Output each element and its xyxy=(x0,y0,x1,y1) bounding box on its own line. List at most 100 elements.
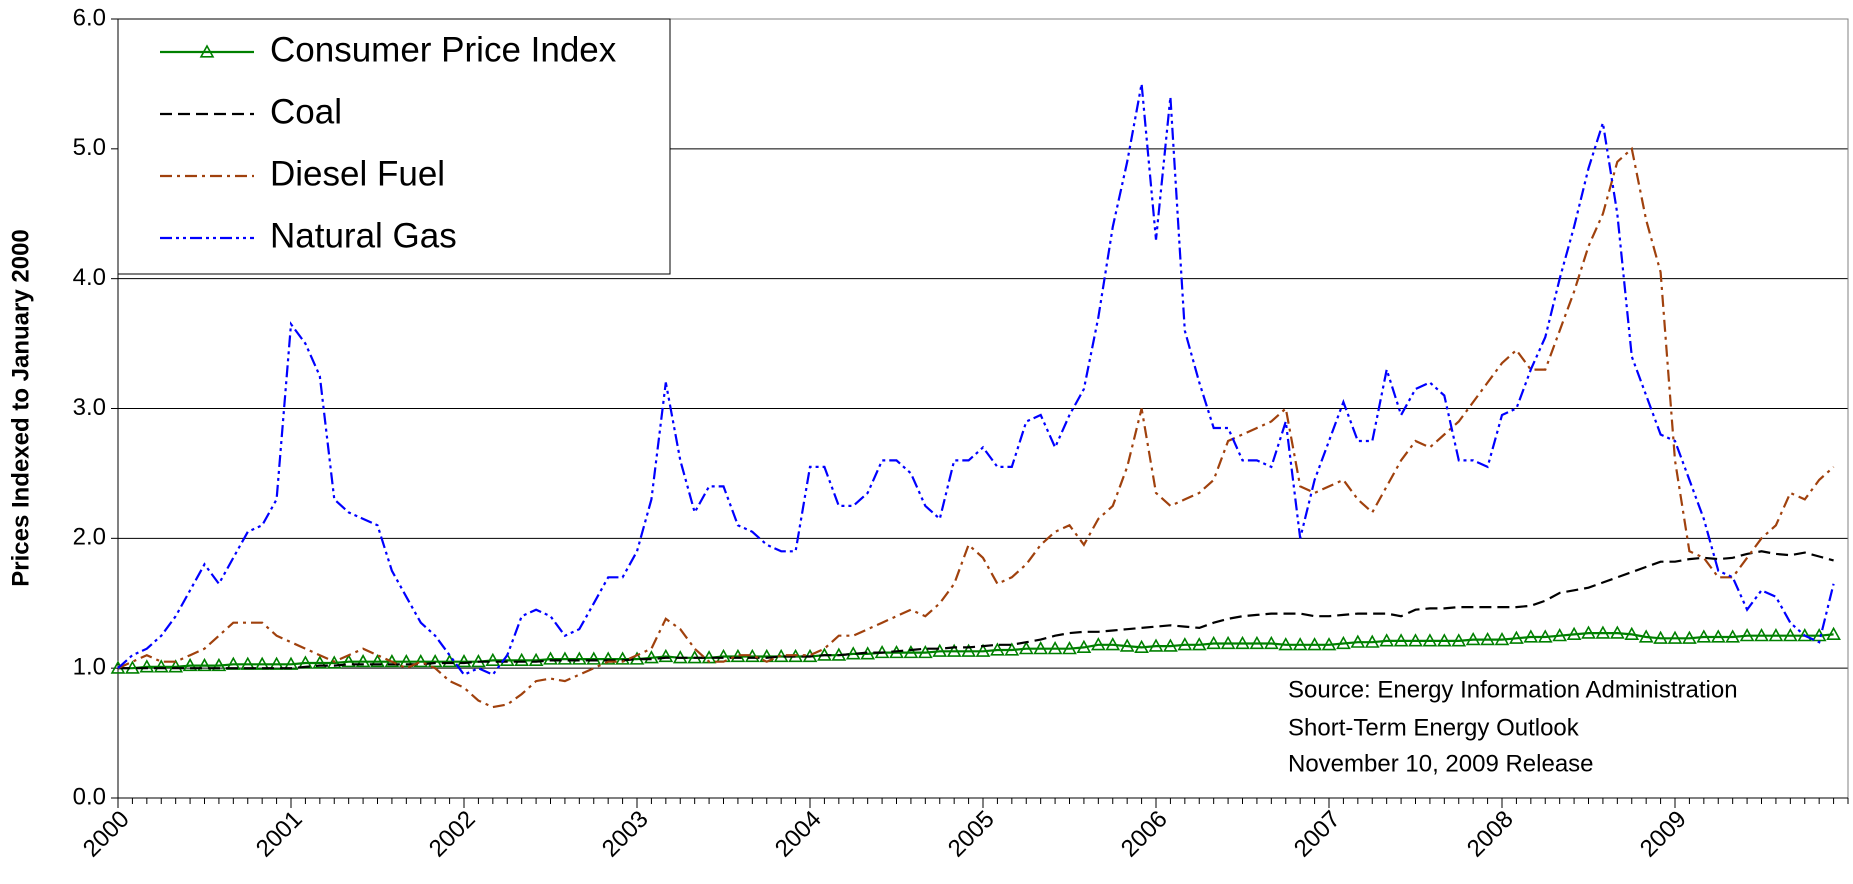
point-marker xyxy=(528,652,544,666)
point-marker xyxy=(1782,628,1798,642)
point-marker xyxy=(1105,637,1121,651)
point-marker xyxy=(1595,625,1611,639)
y-tick-label: 3.0 xyxy=(73,394,106,421)
point-marker xyxy=(456,654,472,668)
point-marker xyxy=(1624,626,1640,641)
point-marker xyxy=(903,644,919,659)
point-marker xyxy=(197,657,212,672)
x-tick-label: 2005 xyxy=(943,806,1000,863)
y-tick-label: 0.0 xyxy=(73,783,106,810)
point-marker xyxy=(932,643,948,657)
point-marker xyxy=(1768,628,1784,642)
point-marker xyxy=(1018,641,1034,655)
y-tick-label: 5.0 xyxy=(73,134,106,161)
x-tick-label: 2009 xyxy=(1635,806,1692,863)
point-marker xyxy=(1062,641,1077,655)
point-marker xyxy=(1177,637,1193,651)
point-marker xyxy=(1566,626,1582,641)
point-marker xyxy=(1206,635,1222,650)
point-marker xyxy=(1090,637,1106,651)
point-marker xyxy=(1004,642,1020,656)
point-marker xyxy=(1754,628,1769,642)
point-marker xyxy=(1537,629,1553,643)
point-marker xyxy=(398,654,414,668)
point-marker xyxy=(615,651,630,665)
point-marker xyxy=(182,657,198,672)
point-marker xyxy=(1609,625,1625,639)
point-marker xyxy=(1220,635,1236,650)
y-tick-label: 4.0 xyxy=(73,264,106,291)
point-marker xyxy=(1451,633,1467,647)
point-marker xyxy=(1638,629,1654,643)
point-marker xyxy=(341,654,357,668)
x-tick-label: 2001 xyxy=(251,806,308,863)
legend-marker xyxy=(199,44,215,58)
point-marker xyxy=(1710,629,1726,643)
point-marker xyxy=(1696,629,1712,643)
point-marker xyxy=(1393,633,1409,647)
annotation: Source: Energy Information Administratio… xyxy=(1288,676,1738,703)
point-marker xyxy=(1278,637,1294,651)
point-marker xyxy=(990,642,1005,656)
legend-label: Natural Gas xyxy=(270,216,457,255)
x-tick-label: 2007 xyxy=(1289,806,1346,863)
point-marker xyxy=(1667,630,1683,644)
point-marker xyxy=(1033,641,1049,655)
legend-label: Diesel Fuel xyxy=(270,154,445,193)
point-marker xyxy=(1739,628,1755,642)
point-marker xyxy=(1191,637,1207,651)
point-marker xyxy=(1047,641,1063,655)
point-marker xyxy=(1682,630,1697,644)
point-marker xyxy=(269,656,284,670)
x-tick-label: 2000 xyxy=(78,806,135,863)
point-marker xyxy=(168,659,184,673)
point-marker xyxy=(1148,638,1164,652)
legend-box xyxy=(117,18,671,275)
point-marker xyxy=(1163,638,1178,652)
point-marker xyxy=(312,655,328,669)
point-marker xyxy=(1465,631,1481,646)
y-tick-label: 2.0 xyxy=(73,524,106,551)
point-marker xyxy=(1725,629,1741,643)
x-tick-label: 2002 xyxy=(424,806,481,863)
point-marker xyxy=(1509,630,1524,644)
point-marker xyxy=(485,652,501,666)
series-line xyxy=(117,146,1835,709)
point-marker xyxy=(1494,631,1510,646)
point-marker xyxy=(1826,626,1841,641)
annotation: Short-Term Energy Outlook xyxy=(1288,714,1580,741)
point-marker xyxy=(1235,635,1250,650)
legend-label: Coal xyxy=(270,92,342,131)
point-marker xyxy=(1249,635,1265,650)
x-tick-label: 2008 xyxy=(1462,806,1519,863)
point-marker xyxy=(427,654,443,668)
point-marker xyxy=(370,654,385,668)
point-marker xyxy=(514,652,530,666)
point-marker xyxy=(1408,633,1423,647)
point-marker xyxy=(1263,635,1279,650)
legend-label: Consumer Price Index xyxy=(270,30,617,69)
point-marker xyxy=(543,651,558,665)
point-marker xyxy=(326,655,342,669)
point-marker xyxy=(975,643,991,657)
point-marker xyxy=(600,651,616,665)
point-marker xyxy=(644,650,659,664)
point-marker xyxy=(1364,634,1380,648)
x-tick-label: 2006 xyxy=(1116,806,1173,863)
point-marker xyxy=(1321,637,1337,651)
legend: Consumer Price Index Coal Diesel Fuel Natur… xyxy=(117,18,671,275)
series-line xyxy=(117,83,1835,677)
point-marker xyxy=(1134,639,1149,653)
point-marker xyxy=(1552,628,1568,642)
point-marker xyxy=(658,648,674,663)
point-marker xyxy=(946,643,962,657)
point-marker xyxy=(1422,633,1438,647)
point-marker xyxy=(557,651,573,665)
point-marker xyxy=(211,657,227,672)
point-marker xyxy=(1436,633,1452,647)
point-marker xyxy=(1336,635,1351,650)
x-tick-label: 2003 xyxy=(597,806,654,863)
point-marker xyxy=(153,659,169,673)
